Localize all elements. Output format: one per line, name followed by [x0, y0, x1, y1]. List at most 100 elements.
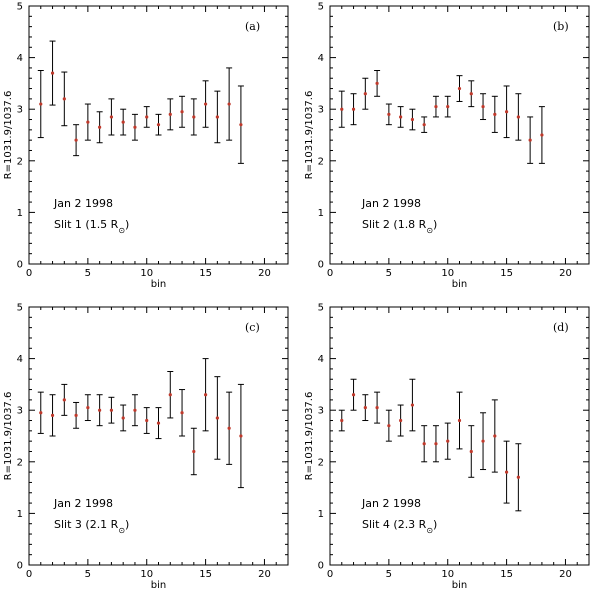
x-tick-label: 15: [500, 569, 513, 580]
data-point: [133, 408, 137, 412]
x-tick-label: 0: [26, 268, 32, 279]
x-tick-label: 20: [559, 569, 572, 580]
y-axis-title: R=1031.9/1037.6: [304, 392, 315, 481]
data-point: [457, 86, 462, 91]
data-point: [215, 115, 219, 119]
data-point: [375, 81, 379, 85]
data-point: [375, 406, 379, 410]
y-tick-label: 5: [17, 2, 23, 13]
y-tick-label: 1: [318, 509, 324, 520]
y-tick-label: 5: [318, 2, 324, 13]
panel-label: (c): [245, 321, 260, 334]
data-point: [340, 418, 344, 423]
x-tick-label: 20: [258, 569, 271, 580]
y-tick-label: 4: [17, 53, 23, 64]
data-point: [39, 411, 43, 415]
data-point: [62, 398, 66, 402]
data-point: [434, 442, 438, 446]
panel-label: (a): [245, 20, 260, 33]
data-point: [340, 107, 344, 111]
x-tick-label: 15: [500, 268, 513, 279]
annotation-slit: Slit 3 (2.1 R⊙): [54, 518, 129, 535]
data-point: [156, 123, 161, 127]
x-tick-label: 20: [258, 268, 271, 279]
x-tick-label: 15: [199, 268, 212, 279]
annotation-slit: Slit 1 (1.5 R⊙): [54, 218, 129, 235]
x-tick-label: 10: [140, 569, 153, 580]
x-axis-title: bin: [452, 580, 467, 591]
y-tick-label: 4: [318, 354, 324, 365]
panel-c: (c) Jan 2 1998 Slit 3 (2.1 R⊙) bin R=103…: [3, 303, 289, 591]
data-point: [50, 71, 55, 75]
x-axis-title: bin: [452, 279, 467, 290]
data-point: [481, 439, 485, 443]
data-point: [410, 117, 415, 122]
y-tick-label: 5: [318, 303, 324, 314]
y-tick-label: 0: [17, 260, 23, 271]
y-tick-label: 2: [318, 156, 324, 167]
y-axis-title: R=1031.9/1037.6: [304, 91, 315, 180]
data-point: [504, 110, 509, 114]
data-point: [98, 125, 102, 129]
data-point: [410, 403, 415, 407]
data-point: [109, 408, 114, 412]
y-tick-label: 3: [17, 105, 23, 116]
panel-label: (d): [553, 321, 569, 334]
data-point: [399, 418, 403, 423]
y-tick-label: 2: [318, 457, 324, 468]
panel-d: (d) Jan 2 1998 Slit 4 (2.3 R⊙) bin R=103…: [304, 303, 590, 591]
data-point: [215, 416, 219, 420]
data-point: [446, 439, 450, 443]
y-tick-label: 2: [17, 457, 23, 468]
annotation-slit: Slit 2 (1.8 R⊙): [362, 218, 437, 235]
annotation-date: Jan 2 1998: [53, 497, 113, 510]
data-point: [39, 102, 43, 106]
data-point: [203, 393, 208, 397]
data-point: [363, 92, 367, 96]
data-point: [156, 421, 161, 425]
y-tick-label: 4: [318, 53, 324, 64]
annotation-date: Jan 2 1998: [361, 497, 421, 510]
y-tick-label: 0: [318, 561, 324, 572]
data-point: [469, 92, 473, 96]
annotation-date: Jan 2 1998: [361, 197, 421, 210]
data-point: [493, 434, 497, 438]
x-axis-title: bin: [151, 279, 166, 290]
x-axis-title: bin: [151, 580, 166, 591]
data-point: [481, 105, 485, 109]
x-tick-label: 15: [199, 569, 212, 580]
panel-label: (b): [553, 20, 569, 33]
data-point: [446, 105, 450, 109]
data-point: [74, 138, 78, 142]
data-point: [133, 125, 137, 129]
x-tick-label: 5: [85, 268, 91, 279]
y-tick-label: 3: [318, 406, 324, 417]
data-point: [239, 434, 243, 438]
data-point: [422, 442, 426, 446]
panel-b: (b) Jan 2 1998 Slit 2 (1.8 R⊙) bin R=103…: [304, 2, 590, 290]
y-tick-label: 0: [17, 561, 23, 572]
y-tick-label: 4: [17, 354, 23, 365]
data-point: [74, 413, 78, 417]
data-point: [516, 115, 520, 119]
data-point: [457, 418, 462, 423]
data-point: [399, 115, 403, 119]
data-point: [180, 110, 184, 114]
data-point: [180, 411, 184, 415]
data-point: [387, 424, 391, 428]
data-point: [434, 105, 438, 109]
annotation-date: Jan 2 1998: [53, 197, 113, 210]
y-tick-label: 1: [318, 208, 324, 219]
x-tick-label: 0: [26, 569, 32, 580]
data-point: [516, 475, 520, 479]
data-point: [239, 123, 243, 127]
data-point: [493, 112, 497, 116]
x-tick-label: 0: [327, 268, 333, 279]
data-point: [86, 120, 90, 124]
data-point: [168, 393, 172, 397]
data-point: [528, 138, 532, 142]
data-point: [387, 112, 391, 116]
data-point: [469, 449, 473, 454]
data-point: [50, 413, 55, 417]
y-axis-title: R=1031.9/1037.6: [3, 392, 14, 481]
